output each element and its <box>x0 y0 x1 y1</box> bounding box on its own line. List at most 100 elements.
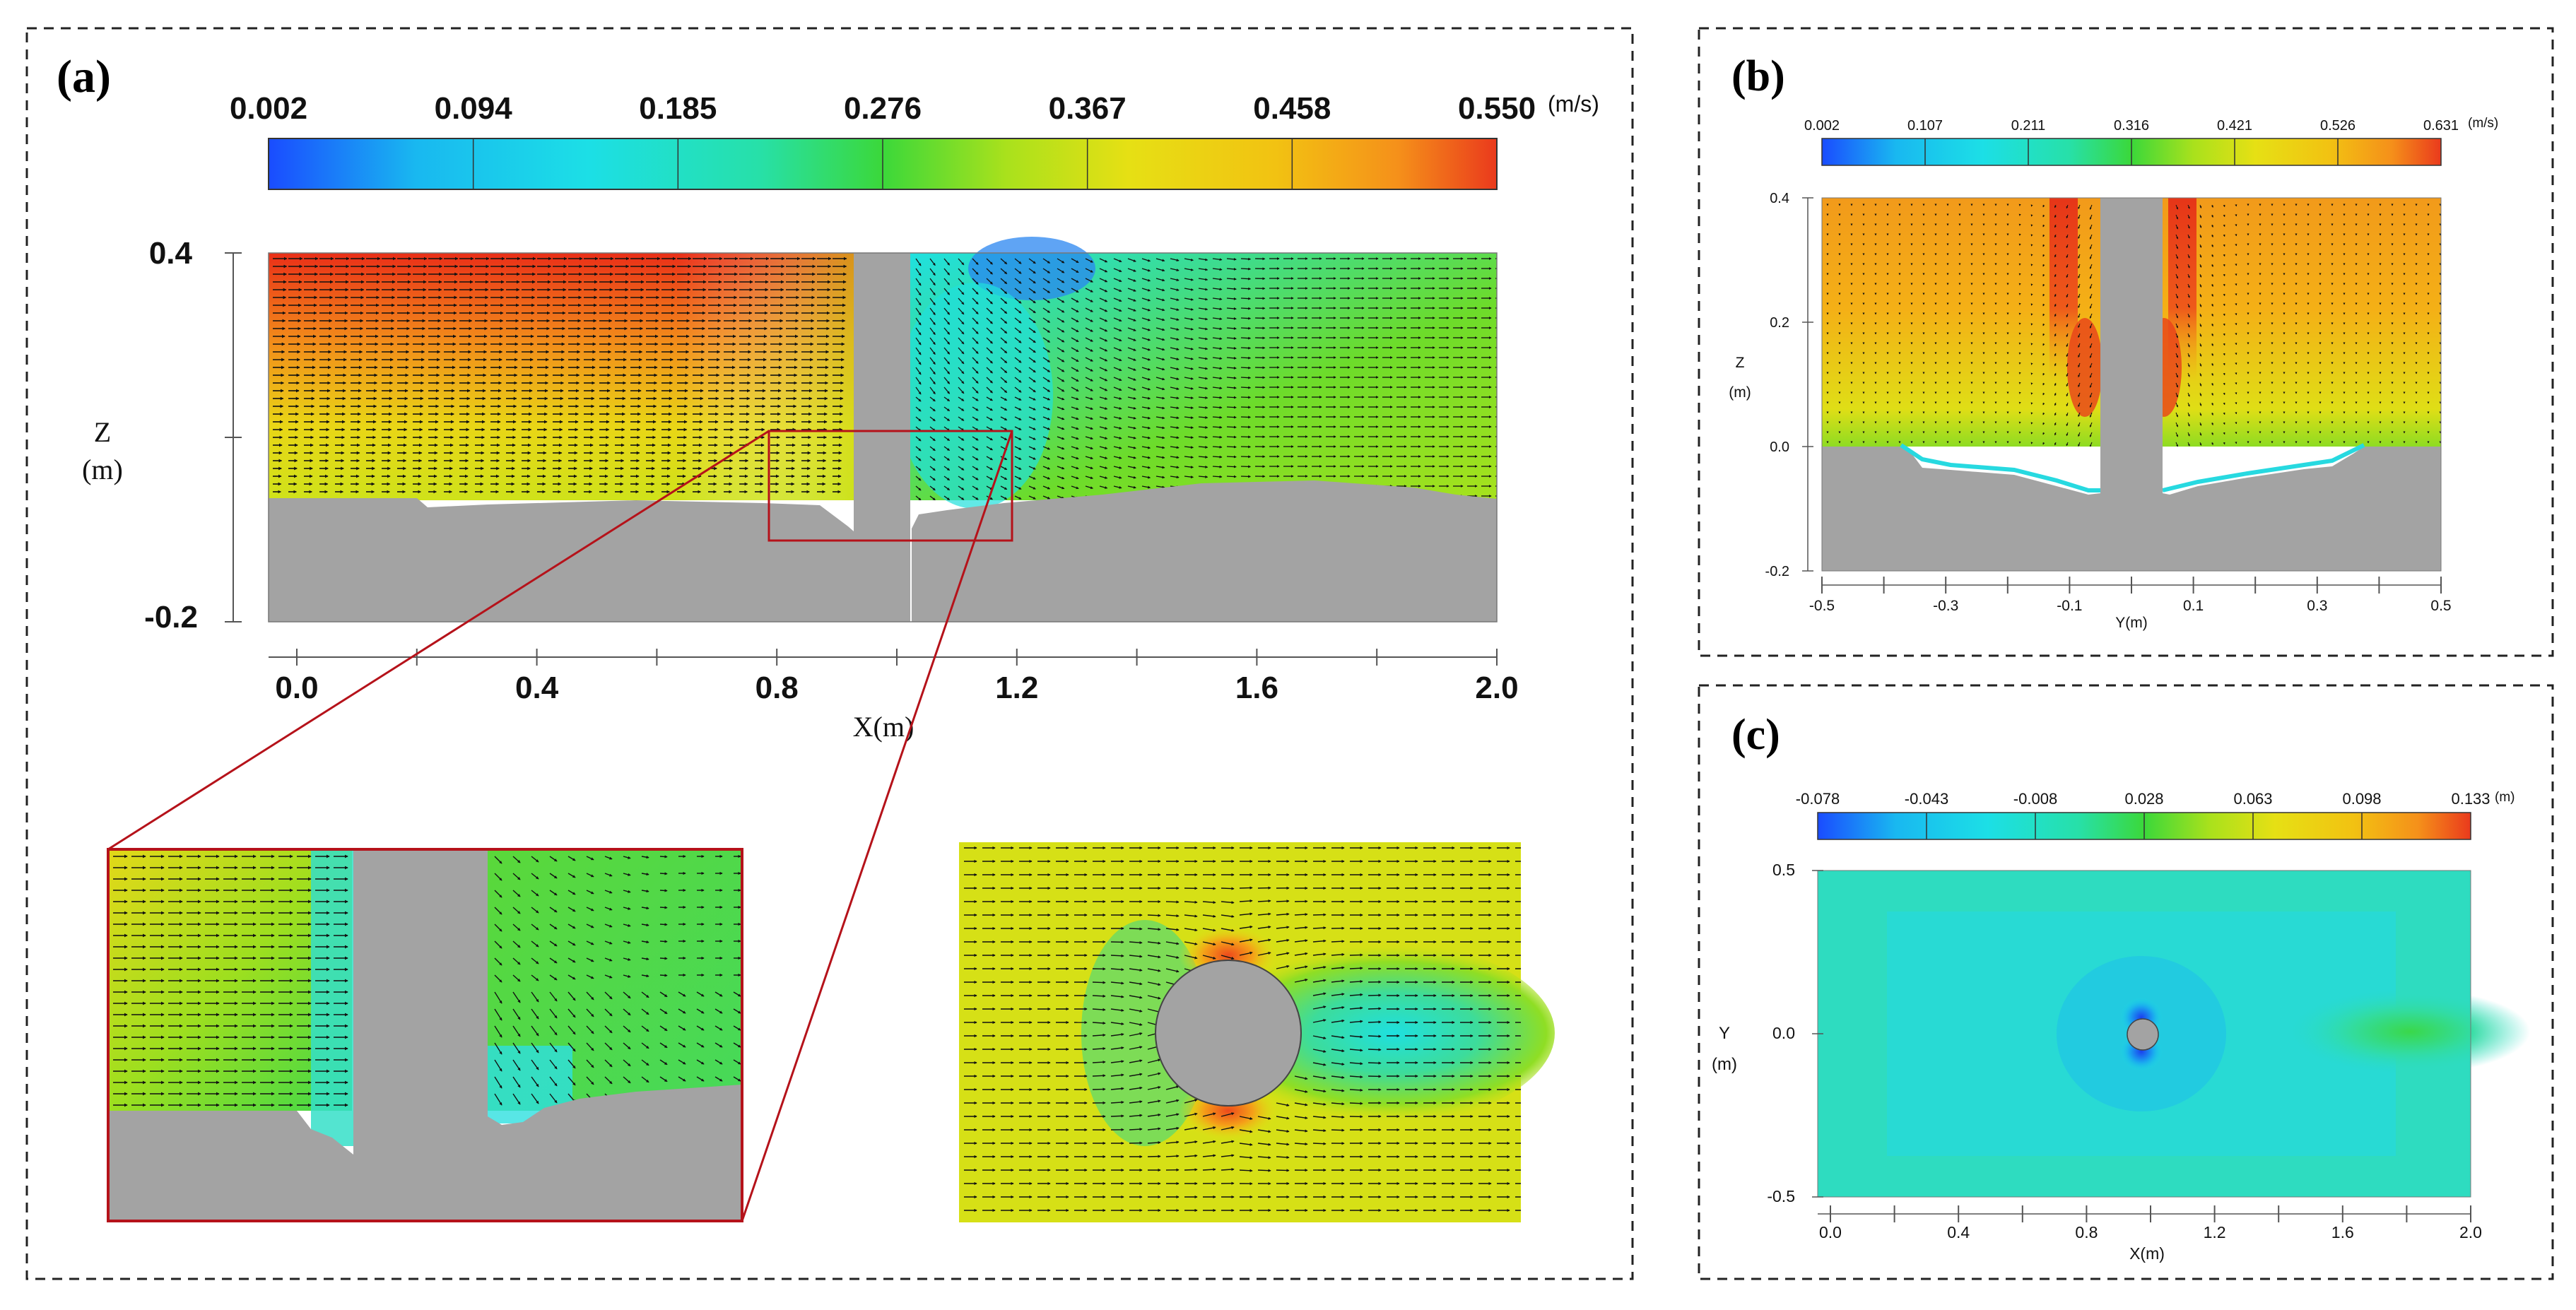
velocity-vector <box>1129 927 1143 931</box>
velocity-vector <box>1212 367 1223 370</box>
axis-tick-label: 2.0 <box>1475 671 1518 705</box>
panel-c-x-title: X(m) <box>2129 1244 2165 1263</box>
velocity-vector <box>1014 347 1022 353</box>
velocity-vector <box>1000 327 1008 334</box>
velocity-vector <box>1127 268 1136 272</box>
panel-a-label: (a) <box>57 51 111 102</box>
velocity-vector <box>1212 268 1223 271</box>
velocity-vector <box>1028 327 1036 334</box>
panel-a-bed-upstream <box>269 498 854 622</box>
velocity-vector <box>943 317 951 325</box>
velocity-vector <box>1000 307 1008 314</box>
panel-b-colorbar-unit: (m/s) <box>2468 116 2498 131</box>
panel-b-velocity-field <box>1821 197 2442 572</box>
velocity-vector <box>1257 1169 1271 1172</box>
velocity-vector <box>1198 297 1208 301</box>
velocity-vector <box>929 297 936 306</box>
velocity-vector <box>958 268 965 276</box>
velocity-vector <box>2030 442 2033 444</box>
velocity-vector <box>659 923 668 926</box>
velocity-vector <box>1071 367 1079 372</box>
velocity-vector <box>1028 357 1036 363</box>
velocity-vector <box>1071 288 1079 293</box>
velocity-vector <box>1099 268 1108 273</box>
velocity-vector <box>1028 337 1036 343</box>
colorbar-tick-label: 0.631 <box>2423 118 2459 134</box>
velocity-vector <box>915 377 922 385</box>
velocity-vector <box>1000 377 1008 384</box>
axis-tick-label: 0.0 <box>1772 1024 1795 1042</box>
panel-b-y-title: Y(m) <box>2115 615 2148 631</box>
velocity-vector <box>659 940 668 943</box>
velocity-vector <box>1028 367 1036 373</box>
velocity-vector <box>958 278 965 285</box>
velocity-vector <box>1028 258 1036 264</box>
velocity-vector <box>1057 297 1065 303</box>
velocity-vector <box>1092 1087 1106 1091</box>
panel-b-colorbar: 0.002 0.107 0.211 0.316 0.421 0.526 0.631 (m/s… <box>1804 116 2498 166</box>
velocity-vector <box>958 347 965 355</box>
velocity-vector <box>1184 337 1194 341</box>
velocity-vector <box>958 367 965 374</box>
velocity-vector <box>1057 258 1065 264</box>
velocity-vector <box>915 307 922 316</box>
velocity-vector <box>943 297 951 305</box>
velocity-vector <box>915 347 922 355</box>
velocity-vector <box>1312 1142 1327 1145</box>
velocity-vector <box>1155 297 1165 302</box>
velocity-vector <box>1085 327 1093 332</box>
velocity-vector <box>1000 347 1008 354</box>
velocity-vector <box>986 258 993 265</box>
velocity-vector <box>1226 366 1237 370</box>
velocity-vector <box>1170 357 1180 360</box>
velocity-vector <box>1028 278 1036 284</box>
velocity-vector <box>929 327 936 336</box>
velocity-vector <box>1141 357 1151 361</box>
axis-tick-label: -0.5 <box>1767 1187 1795 1205</box>
velocity-vector <box>1127 288 1136 292</box>
panel-a-plan-view <box>959 842 1555 1222</box>
colorbar-tick-label: 0.002 <box>230 91 307 126</box>
velocity-vector <box>1099 307 1108 312</box>
velocity-vector <box>1000 278 1008 285</box>
axis-tick-label: -0.3 <box>1933 598 1958 614</box>
velocity-vector <box>929 377 936 385</box>
velocity-vector <box>1014 258 1022 264</box>
velocity-vector <box>1184 357 1194 360</box>
colorbar-tick-label: 0.421 <box>2217 118 2252 134</box>
axis-tick-label: 0.5 <box>1772 861 1795 879</box>
velocity-vector <box>1226 297 1237 300</box>
axis-tick-label: 1.2 <box>2204 1223 2226 1241</box>
velocity-vector <box>1113 327 1122 332</box>
velocity-vector <box>915 258 922 266</box>
velocity-vector <box>1170 367 1180 370</box>
velocity-vector <box>1071 297 1079 303</box>
velocity-vector <box>1042 317 1051 323</box>
panel-c-y-unit: (m) <box>1712 1055 1737 1074</box>
velocity-vector <box>1071 258 1079 264</box>
panel-a-upstream-vectors <box>273 256 847 494</box>
velocity-vector <box>1331 1128 1345 1132</box>
panel-b-z-unit: (m) <box>1729 384 1751 401</box>
panel-a-colorbar-unit: (m/s) <box>1548 91 1599 117</box>
colorbar-tick-label: -0.008 <box>2013 790 2057 808</box>
velocity-vector <box>1155 278 1165 282</box>
velocity-vector <box>1110 954 1124 957</box>
velocity-vector <box>2030 333 2033 336</box>
velocity-vector <box>1155 307 1165 312</box>
velocity-vector <box>1147 1155 1161 1158</box>
velocity-vector <box>1042 327 1051 333</box>
velocity-vector <box>972 367 979 374</box>
panel-c-x-axis: 0.0 0.4 0.8 1.2 1.6 2.0 X(m) <box>1818 1205 2482 1263</box>
velocity-vector <box>1198 367 1208 370</box>
velocity-vector <box>1170 307 1180 311</box>
velocity-vector <box>1099 337 1108 342</box>
velocity-vector <box>1202 887 1216 890</box>
velocity-vector <box>1014 327 1022 334</box>
velocity-vector <box>943 337 951 345</box>
axis-tick-label: -0.5 <box>1809 598 1835 614</box>
velocity-vector <box>1085 288 1093 293</box>
velocity-vector <box>1155 337 1165 341</box>
velocity-vector <box>1099 347 1108 352</box>
velocity-vector <box>972 268 979 275</box>
